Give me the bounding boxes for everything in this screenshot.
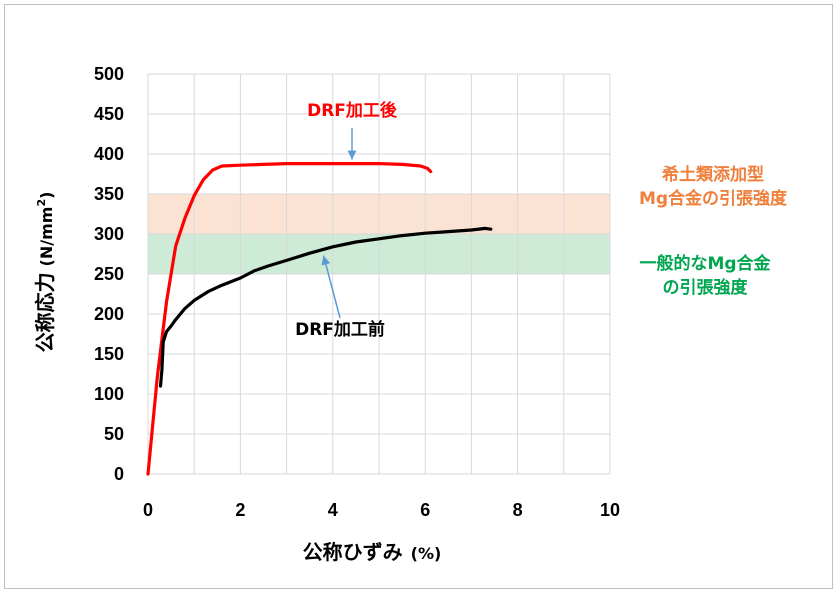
y-tick-label: 100 — [94, 384, 124, 404]
y-tick-label: 200 — [94, 304, 124, 324]
x-tick-label: 2 — [235, 500, 245, 520]
x-axis-title-main: 公称ひずみ — [303, 540, 403, 564]
annotation-arrow-1 — [322, 255, 341, 319]
y-tick-label: 50 — [104, 424, 124, 444]
band-label-1-line-0: 一般的なMg合金 — [639, 253, 771, 274]
annotation-label-0: DRF加工後 — [307, 100, 398, 121]
chart-frame — [4, 4, 833, 589]
y-tick-label: 0 — [114, 464, 124, 484]
y-axis-title-unit: (N/mm — [37, 207, 56, 267]
x-tick-label: 4 — [328, 500, 338, 520]
band-label-0-line-1: Mg合金の引張強度 — [639, 188, 788, 209]
y-tick-label: 250 — [94, 264, 124, 284]
y-axis-title-unit-close: ) — [37, 192, 56, 199]
series-line-1 — [158, 226, 493, 388]
y-axis-title: 公称応力 (N/mm2) — [33, 192, 57, 353]
y-tick-label: 400 — [94, 144, 124, 164]
x-axis-title-unit: (%) — [411, 544, 442, 563]
x-axis-title: 公称ひずみ (%) — [303, 540, 442, 564]
y-tick-label: 500 — [94, 64, 124, 84]
y-tick-label: 350 — [94, 184, 124, 204]
y-tick-label: 450 — [94, 104, 124, 124]
y-axis-title-superscript: 2 — [35, 199, 48, 207]
annotation-label-1: DRF加工前 — [295, 319, 385, 340]
x-tick-label: 6 — [420, 500, 430, 520]
band-label-1-line-1: の引張強度 — [663, 277, 749, 298]
x-tick-label: 0 — [143, 500, 153, 520]
y-tick-label: 300 — [94, 224, 124, 244]
band-label-0-line-0: 希土類添加型 — [662, 164, 764, 185]
series-line-0 — [146, 162, 433, 476]
annotation-arrowhead-0 — [347, 150, 357, 160]
y-tick-label: 150 — [94, 344, 124, 364]
y-axis-title-main: 公称応力 — [33, 272, 57, 352]
x-tick-label: 8 — [513, 500, 523, 520]
annotation-arrowhead-1 — [321, 255, 331, 266]
x-tick-label: 10 — [600, 500, 620, 520]
